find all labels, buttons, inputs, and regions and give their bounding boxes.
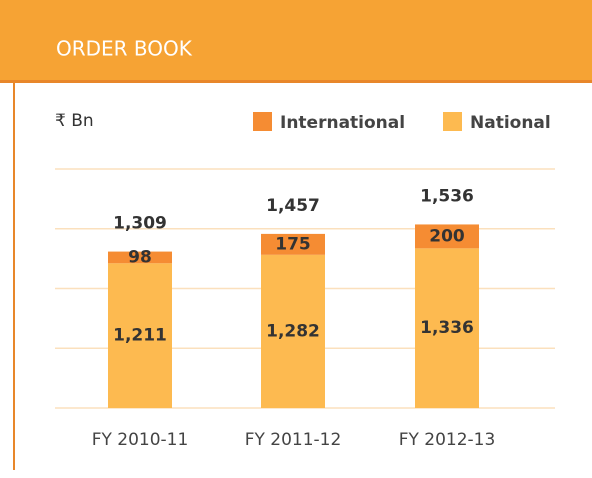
- bar-segment: [415, 224, 479, 249]
- unit-label: ₹ Bn: [55, 111, 94, 131]
- value-label: 175: [275, 234, 311, 254]
- total-label: 1,536: [420, 186, 474, 206]
- value-label: 1,336: [420, 318, 474, 338]
- bar-segment: [261, 254, 325, 408]
- bar-segment: [261, 233, 325, 255]
- header-rule: [0, 80, 592, 83]
- total-label: 1,309: [113, 214, 167, 234]
- x-tick-label: FY 2012-13: [399, 430, 496, 450]
- bar-segment: [108, 263, 172, 408]
- header-band: [0, 0, 592, 81]
- value-label: 1,282: [266, 321, 320, 341]
- value-label: 1,211: [113, 326, 167, 346]
- legend-label: National: [470, 113, 551, 133]
- legend-swatch: [443, 112, 462, 131]
- value-label: 98: [128, 247, 152, 267]
- x-tick-label: FY 2011-12: [245, 430, 342, 450]
- bar-segment: [415, 248, 479, 408]
- total-label: 1,457: [266, 196, 320, 216]
- x-tick-label: FY 2010-11: [92, 430, 189, 450]
- bar-segment: [108, 251, 172, 264]
- chart-title: ORDER BOOK: [56, 37, 193, 61]
- legend-label: International: [280, 113, 405, 133]
- legend-swatch: [253, 112, 272, 131]
- value-label: 200: [429, 226, 465, 246]
